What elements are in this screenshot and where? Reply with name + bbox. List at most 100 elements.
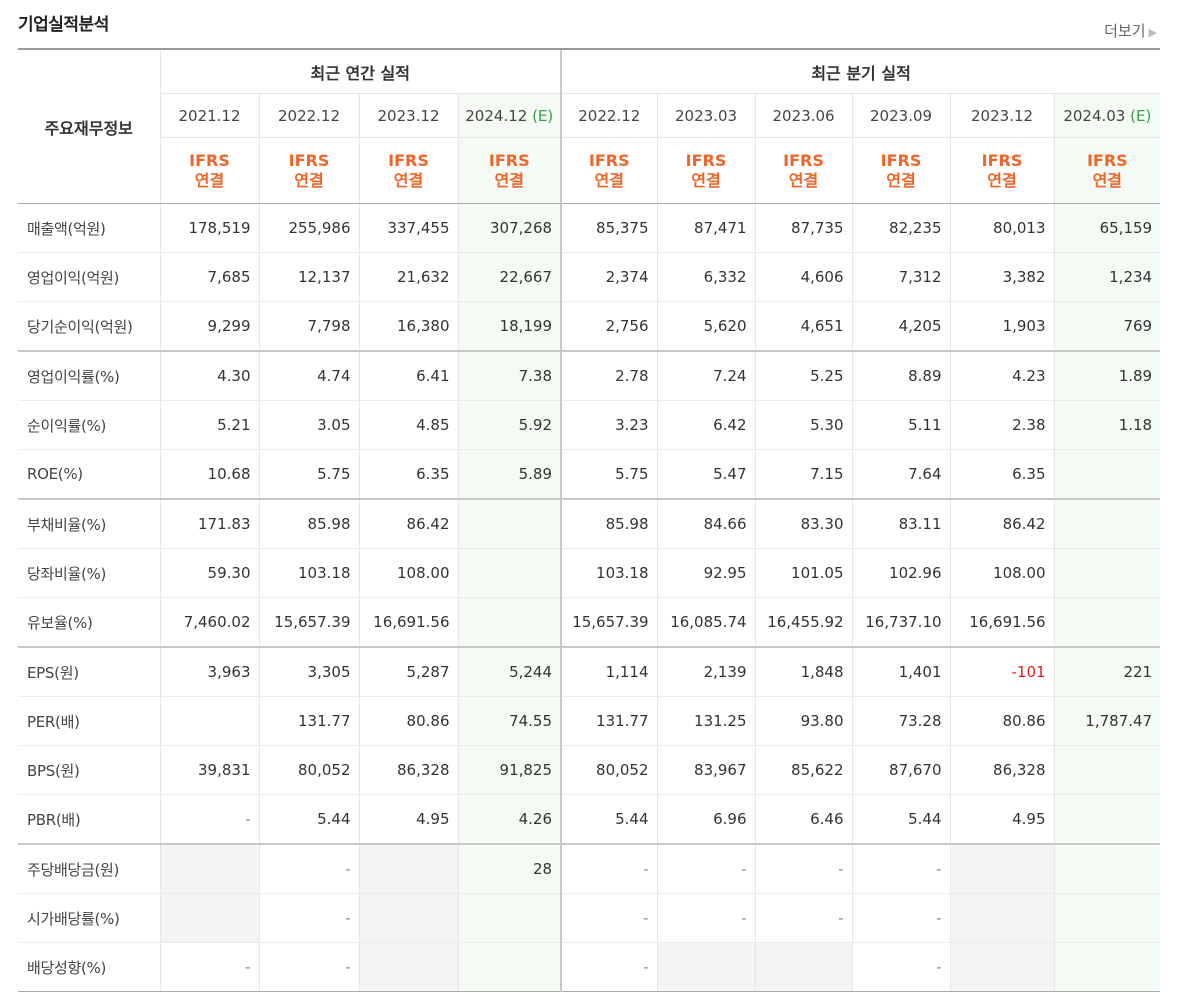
table-cell: 16,691.56 [358, 597, 458, 648]
row-label: 순이익률(%) [18, 400, 160, 450]
table-cell: 85,375 [560, 203, 658, 253]
row-label: 영업이익률(%) [18, 351, 160, 401]
ifrs-header: IFRS 연결 [851, 137, 951, 204]
table-cell: 4,205 [851, 301, 951, 352]
table-cell [457, 942, 562, 992]
table-row: 영업이익률(%) 4.30 4.74 6.41 7.38 2.78 7.24 5.25 8.89… [18, 351, 1161, 401]
table-cell: 80.86 [358, 696, 458, 746]
table-cell: 2.38 [949, 400, 1055, 450]
row-label: 부채비율(%) [18, 499, 160, 549]
ifrs-label: IFRS [685, 150, 727, 170]
table-cell: 4.95 [358, 794, 458, 845]
table-cell: - [258, 844, 359, 894]
table-cell [1053, 942, 1161, 992]
ifrs-header: IFRS 연결 [457, 137, 562, 204]
table-cell: 80,052 [560, 745, 658, 795]
ifrs-label: IFRS [1086, 150, 1128, 170]
table-cell: 4,606 [754, 252, 853, 302]
table-cell [457, 893, 562, 943]
row-label: 영업이익(억원) [18, 252, 160, 302]
table-cell: 74.55 [457, 696, 562, 746]
table-cell: 80,013 [949, 203, 1055, 253]
row-label: 주당배당금(원) [18, 844, 160, 894]
table-cell: 87,471 [656, 203, 756, 253]
table-cell [159, 696, 259, 746]
table-cell: - [560, 893, 658, 943]
table-cell: 3,305 [258, 647, 359, 697]
chevron-right-icon: ▶ [1148, 26, 1157, 39]
table-cell [358, 844, 458, 894]
table-row: 영업이익(억원) 7,685 12,137 21,632 22,667 2,374 6,33… [18, 252, 1161, 302]
consolidated-label: 연결 [494, 170, 524, 190]
table-cell: 6.41 [358, 351, 458, 401]
table-cell: 5.75 [258, 449, 359, 500]
row-label: 유보율(%) [18, 597, 160, 648]
ifrs-label: IFRS [880, 150, 922, 170]
table-cell [754, 942, 853, 992]
table-cell: -101 [949, 647, 1055, 697]
period-header: 2023.06 [754, 93, 853, 138]
table-cell: 86,328 [949, 745, 1055, 795]
table-cell: 6.35 [358, 449, 458, 500]
ifrs-label: IFRS [288, 150, 330, 170]
table-cell: 131.77 [258, 696, 359, 746]
table-row: 배당성향(%) - - - - [18, 942, 1161, 992]
table-cell: 3,963 [159, 647, 259, 697]
table-cell: 5.89 [457, 449, 562, 500]
ifrs-header: IFRS 연결 [358, 137, 458, 204]
table-cell: 83.30 [754, 499, 853, 549]
table-cell: 769 [1053, 301, 1161, 352]
table-cell: 7.38 [457, 351, 562, 401]
table-cell: 85.98 [560, 499, 658, 549]
table-cell: 1,787.47 [1053, 696, 1161, 746]
table-cell: 5.75 [560, 449, 658, 500]
table-cell: 10.68 [159, 449, 259, 500]
period-date: 2023.06 [772, 106, 835, 125]
table-cell: 83.11 [851, 499, 951, 549]
period-header: 2022.12 [258, 93, 359, 138]
ifrs-header: IFRS 연결 [258, 137, 359, 204]
table-cell: 21,632 [358, 252, 458, 302]
row-label: PBR(배) [18, 794, 160, 845]
table-cell: 12,137 [258, 252, 359, 302]
table-cell: 16,380 [358, 301, 458, 352]
period-header: 2023.12 [358, 93, 458, 138]
row-label: BPS(원) [18, 745, 160, 795]
table-cell: - [851, 942, 951, 992]
consolidated-label: 연결 [594, 170, 624, 190]
table-cell: 171.83 [159, 499, 259, 549]
period-date: 2024.12 [465, 106, 528, 125]
table-cell: 8.89 [851, 351, 951, 401]
consolidated-label: 연결 [1092, 170, 1123, 190]
ifrs-header: IFRS 연결 [656, 137, 756, 204]
table-cell: 101.05 [754, 548, 853, 598]
table-cell: 16,737.10 [851, 597, 951, 648]
table-cell: 80,052 [258, 745, 359, 795]
row-label: 당좌비율(%) [18, 548, 160, 598]
table-cell: 82,235 [851, 203, 951, 253]
table-cell: 73.28 [851, 696, 951, 746]
table-cell [1053, 597, 1161, 648]
table-cell: 7,460.02 [159, 597, 259, 648]
table-cell [656, 942, 756, 992]
table-cell [1053, 794, 1161, 845]
consolidated-label: 연결 [987, 170, 1017, 190]
more-link[interactable]: 더보기 ▶ [1104, 20, 1157, 41]
table-cell: 4.26 [457, 794, 562, 845]
table-cell: 85,622 [754, 745, 853, 795]
table-cell [1053, 499, 1161, 549]
period-date: 2023.12 [377, 106, 440, 125]
table-cell: 6.42 [656, 400, 756, 450]
section-title: 기업실적분석 [18, 15, 109, 35]
consolidated-label: 연결 [886, 170, 916, 190]
table-cell: 7,312 [851, 252, 951, 302]
ifrs-label: IFRS [488, 150, 530, 170]
table-cell: - [258, 893, 359, 943]
table-cell: 5.47 [656, 449, 756, 500]
table-cell: 2,139 [656, 647, 756, 697]
table-cell: 59.30 [159, 548, 259, 598]
table-cell: 1,114 [560, 647, 658, 697]
table-row: 매출액(억원) 178,519 255,986 337,455 307,268 85,37… [18, 203, 1161, 253]
row-label: PER(배) [18, 696, 160, 746]
table-cell: 86.42 [358, 499, 458, 549]
